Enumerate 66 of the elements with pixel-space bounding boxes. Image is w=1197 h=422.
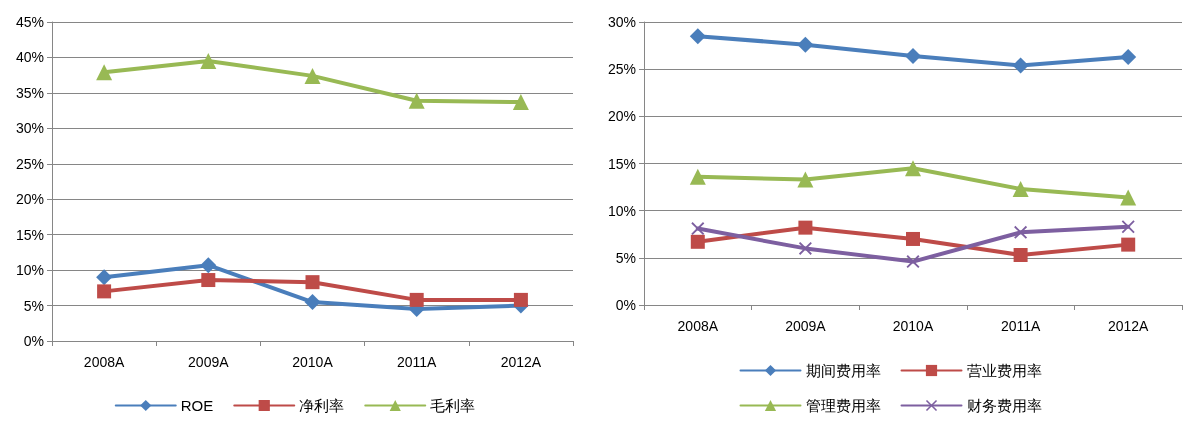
y-tick-label: 35% [15,84,44,101]
y-tick-label: 20% [15,191,44,208]
x-tick-label: 2009A [188,354,230,370]
x-tick-label: 2008A [83,354,125,370]
x-tick-label: 2009A [785,318,827,334]
y-tick-label: 0% [23,333,44,349]
y-tick-label: 5% [23,297,44,314]
point [798,241,812,255]
y-tick-label: 15% [15,226,44,243]
y-tick-label: 5% [615,249,636,266]
point [690,234,705,249]
point [1120,189,1137,206]
legend-label: ROE [180,397,214,414]
point [1120,48,1137,65]
legend-label: 期间费用率 [805,362,881,379]
y-tick-label: 40% [15,49,44,66]
x-tick-label: 2012A [1107,318,1150,334]
point [689,28,706,45]
point [798,220,813,235]
x-tick-label: 2008A [677,318,719,334]
point [1012,57,1029,74]
x-tick-label: 2010A [292,354,334,370]
y-tick-label: 10% [15,262,44,279]
point [305,275,320,290]
point [905,47,921,64]
point [906,231,920,246]
point [201,273,216,288]
legend-label: 毛利率 [430,397,476,414]
point [97,284,112,299]
y-tick-label: 30% [15,120,44,137]
legend-label: 营业费用率 [966,362,1042,379]
y-tick-label: 10% [607,202,636,219]
point [304,67,321,84]
point [1121,220,1135,234]
y-tick-label: 45% [15,14,44,30]
y-tick-label: 30% [607,14,636,30]
legend-label: 管理费用率 [805,397,881,414]
x-tick-label: 2010A [892,318,934,334]
point [512,94,529,111]
y-tick-label: 20% [607,108,636,125]
point [513,292,528,307]
point [200,52,217,69]
point [689,168,706,185]
y-tick-label: 15% [607,155,636,172]
legend-label: 财务费用率 [966,397,1042,414]
y-tick-label: 25% [607,61,636,78]
point [1121,237,1136,252]
point [1013,248,1028,262]
point [96,64,113,81]
x-tick-label: 2012A [500,354,542,370]
point [96,269,113,286]
y-tick-label: 25% [15,155,44,172]
point [797,36,814,53]
point [691,222,705,236]
legend-label: 净利率 [299,397,345,414]
point [304,294,321,311]
point [1014,225,1028,239]
point [797,171,814,188]
x-tick-label: 2011A [1000,318,1041,334]
point [1012,180,1029,197]
point [200,257,217,274]
y-tick-label: 0% [615,297,636,313]
point [409,292,424,307]
x-tick-label: 2011A [396,354,438,370]
point [905,160,921,177]
point [408,92,425,109]
